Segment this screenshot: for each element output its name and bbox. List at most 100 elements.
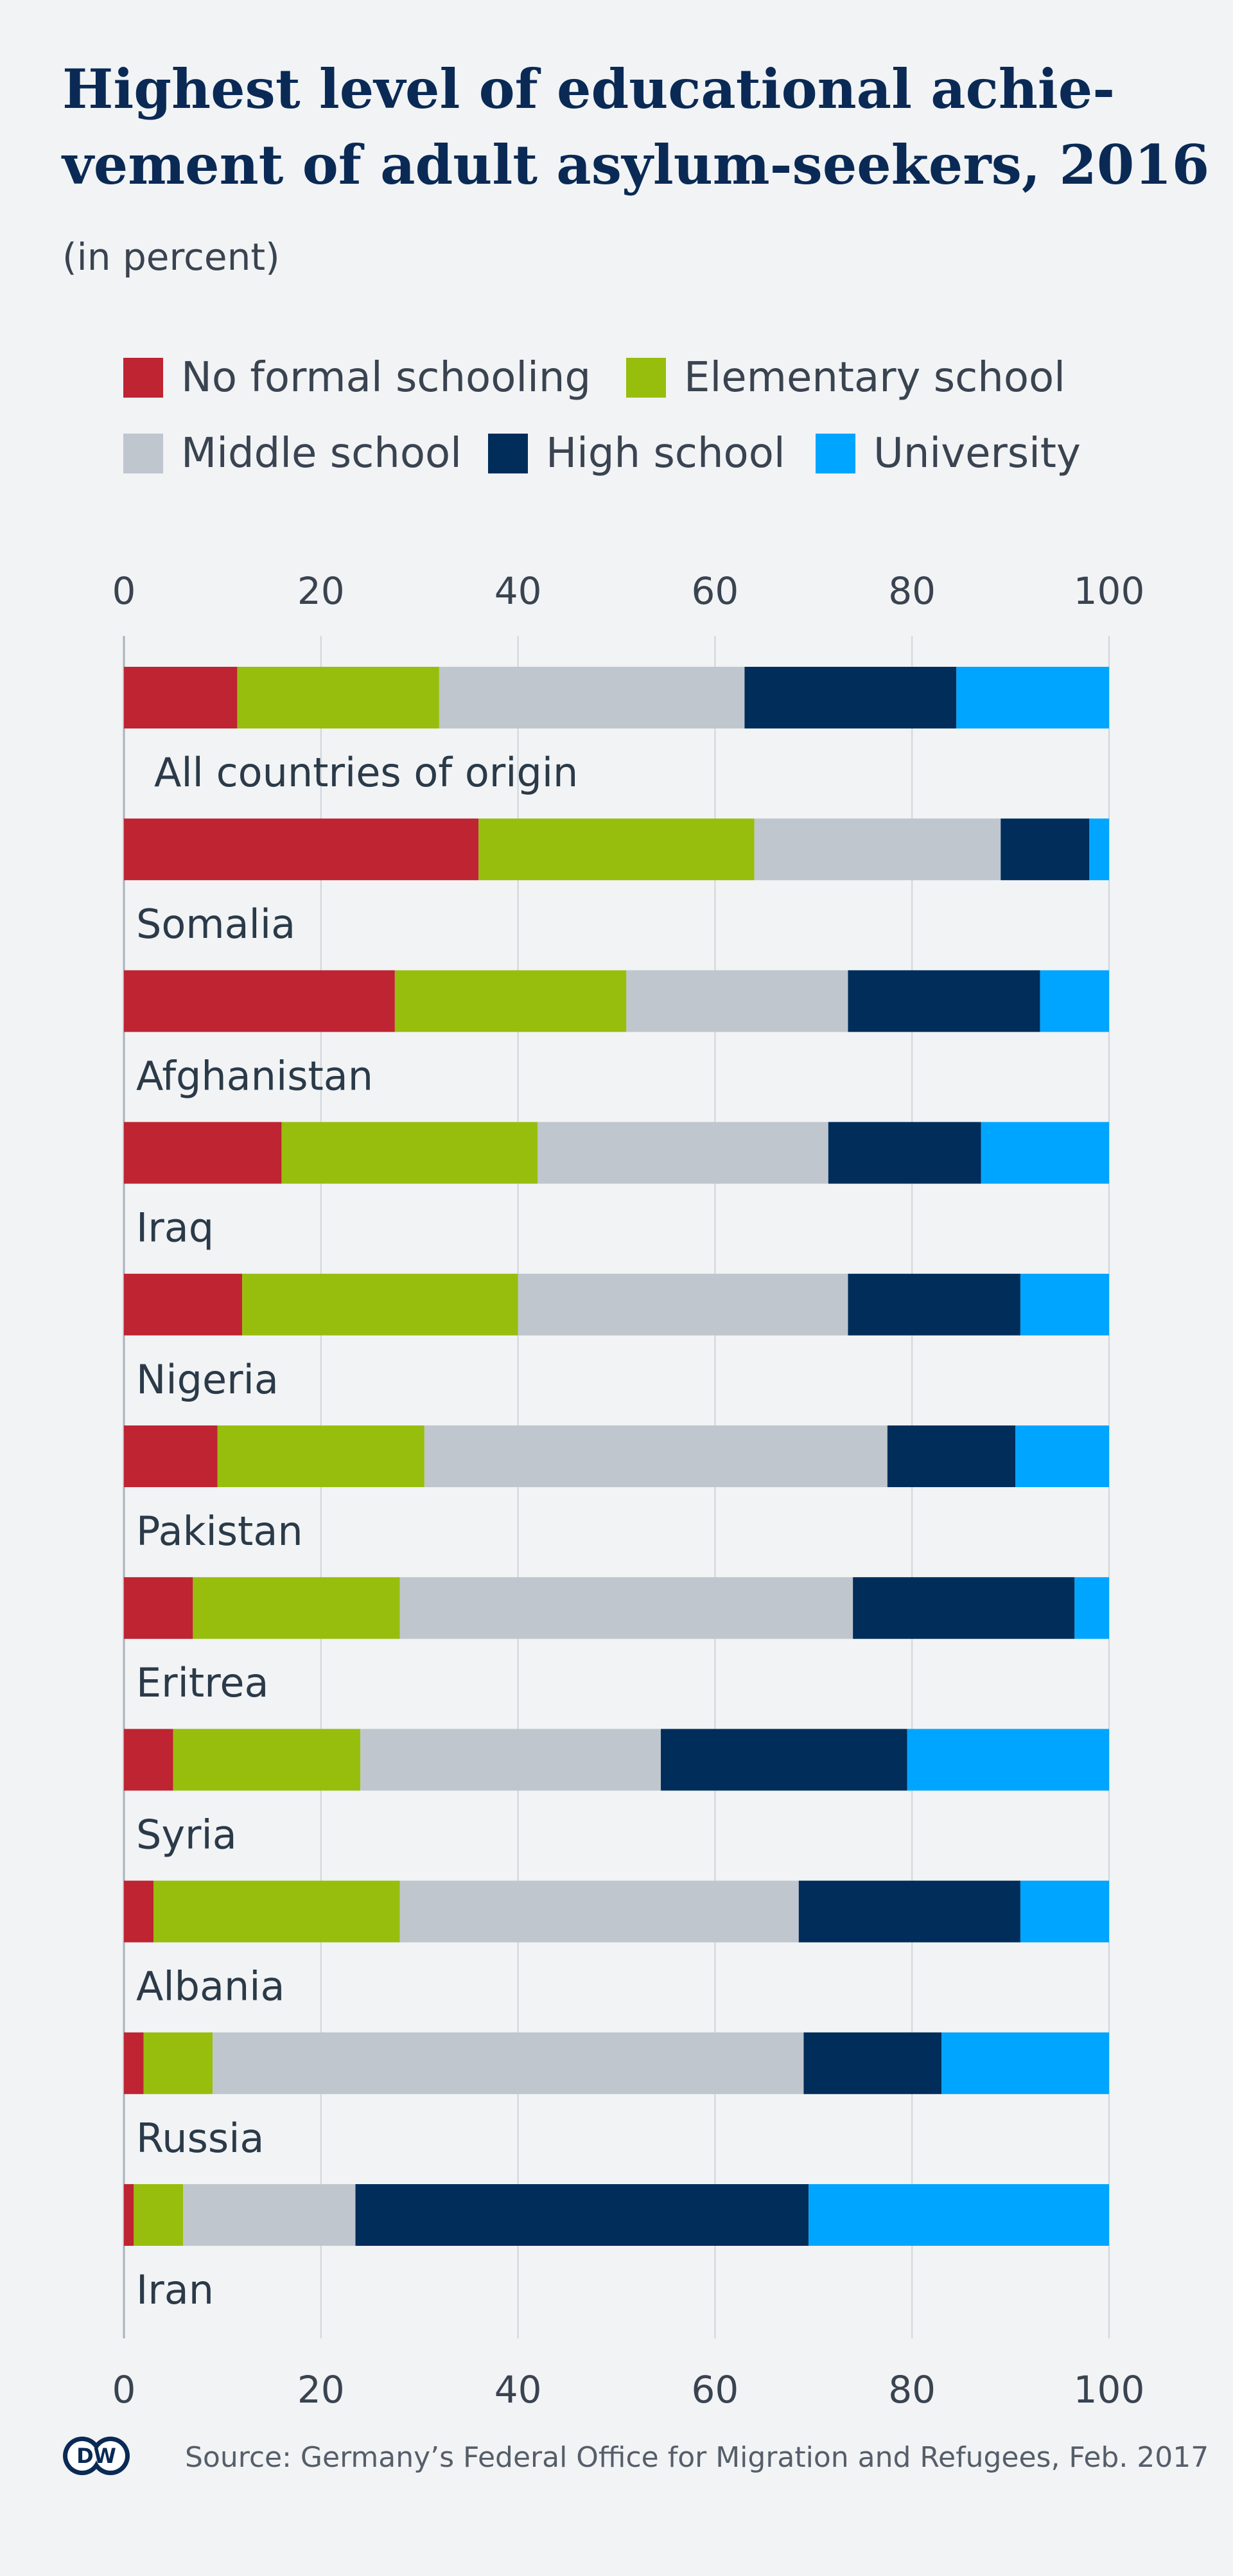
bar-iran-university (809, 2184, 1109, 2246)
bar-afghanistan-no-formal-schooling (124, 970, 395, 1032)
x-tick-label-top-20: 20 (297, 569, 345, 613)
bar-iraq-university (981, 1122, 1109, 1184)
bar-iran-middle-school (183, 2184, 356, 2246)
bar-somalia-middle-school (754, 818, 1001, 881)
legend-label-university: University (873, 430, 1081, 477)
legend-swatch-university (816, 434, 855, 473)
legend-swatch-elementary-school (626, 358, 666, 398)
bar-pakistan-high-school (887, 1425, 1016, 1487)
dw-logo-icon: DW (63, 2437, 130, 2475)
bar-syria-elementary-school (173, 1729, 361, 1791)
category-label-nigeria: Nigeria (136, 1356, 279, 1403)
bar-russia-high-school (803, 2032, 942, 2094)
category-label-albania: Albania (136, 1963, 285, 2010)
legend-swatch-high-school (488, 434, 528, 473)
bar-somalia-high-school (1001, 818, 1090, 881)
bar-nigeria-university (1020, 1273, 1109, 1336)
bar-all-countries-of-origin-elementary-school (237, 667, 439, 728)
bar-russia-elementary-school (143, 2032, 213, 2094)
bar-albania-no-formal-schooling (124, 1880, 154, 1943)
bar-pakistan-no-formal-schooling (124, 1425, 218, 1487)
bar-albania-high-school (798, 1880, 1020, 1943)
x-tick-label-bottom-20: 20 (297, 2368, 345, 2412)
bar-nigeria-elementary-school (242, 1273, 518, 1336)
bar-eritrea-no-formal-schooling (124, 1577, 193, 1639)
category-label-somalia: Somalia (136, 901, 295, 948)
bar-albania-university (1020, 1880, 1109, 1943)
legend-item-university: University (816, 428, 1081, 479)
legend-swatch-middle-school (123, 434, 163, 473)
chart-title-line-1: Highest level of educational achie- (62, 57, 1115, 121)
legend-label-high-school: High school (546, 430, 785, 477)
chart-title-line-2: vement of adult asylum-seekers, 2016 (62, 133, 1210, 197)
x-tick-label-top-80: 80 (888, 569, 936, 613)
bar-nigeria-no-formal-schooling (124, 1273, 243, 1336)
legend-item-no-formal-schooling: No formal schooling (123, 352, 591, 403)
legend-label-elementary-school: Elementary school (684, 354, 1065, 401)
bars (124, 667, 1109, 2246)
legend-swatch-no-formal-schooling (123, 358, 163, 398)
bar-albania-middle-school (399, 1880, 799, 1943)
bar-iraq-middle-school (538, 1122, 828, 1184)
stacked-bar-chart: All countries of origin Somalia Afghanista… (112, 569, 1145, 2412)
legend-item-elementary-school: Elementary school (626, 352, 1065, 403)
bar-syria-middle-school (360, 1729, 661, 1791)
bar-afghanistan-elementary-school (394, 970, 627, 1032)
category-label-iran: Iran (136, 2266, 214, 2313)
bar-somalia-elementary-school (478, 818, 755, 881)
bar-nigeria-high-school (848, 1273, 1020, 1336)
x-tick-label-bottom-60: 60 (691, 2368, 739, 2412)
axis-ticks: 0 0 20 20 40 40 60 60 80 80 100 100 (112, 569, 1145, 2412)
category-label-iraq: Iraq (136, 1204, 214, 1251)
x-tick-label-bottom-80: 80 (888, 2368, 936, 2412)
dw-logo-text: DW (76, 2444, 116, 2468)
bar-somalia-university (1089, 818, 1109, 881)
bar-eritrea-elementary-school (193, 1577, 400, 1639)
bar-syria-high-school (661, 1729, 907, 1791)
legend-item-high-school: High school (488, 428, 785, 479)
x-tick-label-top-100: 100 (1074, 569, 1145, 613)
x-tick-label-top-0: 0 (112, 569, 136, 613)
x-tick-label-bottom-0: 0 (112, 2368, 136, 2412)
bar-russia-university (941, 2032, 1109, 2094)
bar-eritrea-middle-school (399, 1577, 853, 1639)
bar-afghanistan-middle-school (626, 970, 848, 1032)
x-tick-label-bottom-100: 100 (1074, 2368, 1145, 2412)
bar-all-countries-of-origin-no-formal-schooling (124, 667, 238, 728)
bar-somalia-no-formal-schooling (124, 818, 479, 881)
category-label-afghanistan: Afghanistan (136, 1052, 373, 1099)
bar-iran-elementary-school (134, 2184, 184, 2246)
bar-all-countries-of-origin-university (956, 667, 1109, 728)
bar-syria-no-formal-schooling (124, 1729, 173, 1791)
bar-afghanistan-high-school (848, 970, 1040, 1032)
category-label-all-countries-of-origin: All countries of origin (154, 749, 578, 796)
category-label-russia: Russia (136, 2115, 264, 2162)
bar-eritrea-high-school (853, 1577, 1075, 1639)
legend-item-middle-school: Middle school (123, 428, 462, 479)
chart-title: Highest level of educational achie- veme… (62, 51, 1210, 203)
category-label-pakistan: Pakistan (136, 1508, 303, 1555)
source-note: Source: Germany’s Federal Office for Mig… (185, 2441, 1209, 2474)
bar-pakistan-elementary-school (217, 1425, 424, 1487)
bar-afghanistan-university (1040, 970, 1109, 1032)
bar-syria-university (907, 1729, 1109, 1791)
bar-albania-elementary-school (153, 1880, 400, 1943)
category-label-syria: Syria (136, 1811, 237, 1858)
bar-pakistan-middle-school (424, 1425, 888, 1487)
bar-iran-no-formal-schooling (124, 2184, 134, 2246)
bar-nigeria-middle-school (518, 1273, 848, 1336)
bar-iran-high-school (355, 2184, 809, 2246)
x-tick-label-bottom-40: 40 (494, 2368, 542, 2412)
bar-iraq-elementary-school (281, 1122, 538, 1184)
x-tick-label-top-40: 40 (494, 569, 542, 613)
legend-label-no-formal-schooling: No formal schooling (181, 354, 591, 401)
bar-eritrea-university (1074, 1577, 1109, 1639)
bar-iraq-high-school (828, 1122, 981, 1184)
legend-label-middle-school: Middle school (181, 430, 462, 477)
category-labels: All countries of origin Somalia Afghanista… (136, 749, 578, 2313)
x-tick-label-top-60: 60 (691, 569, 739, 613)
bar-russia-no-formal-schooling (124, 2032, 144, 2094)
bar-iraq-no-formal-schooling (124, 1122, 282, 1184)
bar-all-countries-of-origin-high-school (744, 667, 957, 728)
bar-pakistan-university (1015, 1425, 1109, 1487)
